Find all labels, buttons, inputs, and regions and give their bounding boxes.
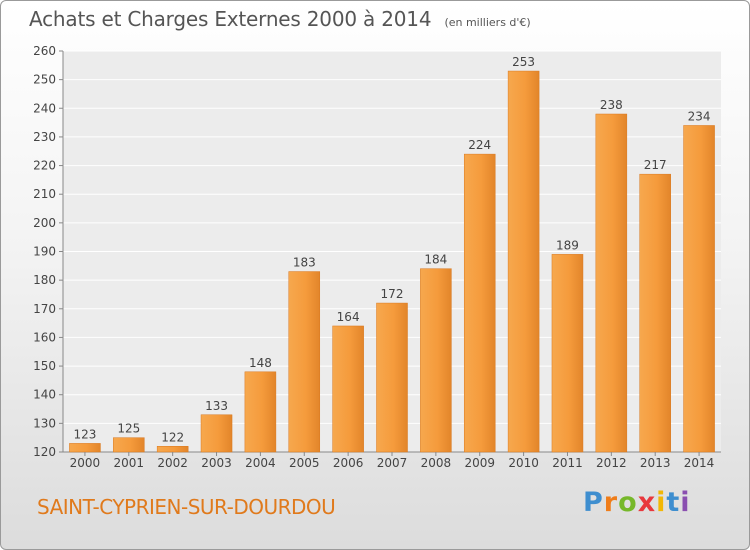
y-tick-label: 120	[33, 445, 56, 459]
x-tick-label: 2007	[377, 456, 408, 470]
chart-subtitle: (en milliers d'€)	[444, 16, 531, 29]
y-tick-label: 130	[33, 416, 56, 430]
y-tick-label: 210	[33, 187, 56, 201]
chart-title: Achats et Charges Externes 2000 à 2014	[29, 7, 432, 31]
bar-value-label: 183	[293, 256, 316, 270]
x-tick-label: 2011	[552, 456, 583, 470]
y-tick-label: 170	[33, 302, 56, 316]
bar-2010	[507, 70, 540, 453]
x-tick-label: 2003	[201, 456, 232, 470]
bar-value-label: 238	[600, 98, 623, 112]
bar-value-label: 122	[161, 430, 184, 444]
x-tick-label: 2010	[508, 456, 539, 470]
bar-2006	[332, 325, 364, 453]
logo-letter: r	[603, 487, 619, 518]
y-tick-label: 220	[33, 159, 56, 173]
bar-2011	[551, 254, 584, 453]
bar-2001	[113, 437, 145, 453]
logo-letter: x	[637, 487, 657, 518]
bar-chart: 120 130 140 150 160 170 180 190 200 210 220 230 240 2…	[33, 44, 721, 470]
y-tick-label: 200	[33, 216, 56, 230]
proxiti-logo: Proxiti	[583, 487, 691, 518]
logo-letter: i	[680, 487, 691, 518]
logo-letter: o	[618, 487, 638, 518]
bar-2008	[420, 268, 452, 453]
x-tick-label: 2013	[640, 456, 671, 470]
x-tick-label: 2002	[157, 456, 188, 470]
x-tick-label: 2000	[70, 456, 101, 470]
y-tick-label: 250	[33, 73, 56, 87]
y-tick-label: 240	[33, 101, 56, 115]
bar-value-label: 217	[644, 158, 667, 172]
x-tick-label: 2004	[245, 456, 276, 470]
y-tick-label: 150	[33, 359, 56, 373]
town-name: SAINT-CYPRIEN-SUR-DOURDOU	[37, 495, 336, 519]
bar-value-label: 189	[556, 238, 579, 252]
y-tick-label: 160	[33, 330, 56, 344]
bar-2005	[288, 271, 321, 453]
bar-2014	[683, 125, 715, 453]
bar-2013	[639, 173, 671, 453]
bar-value-label: 148	[249, 356, 272, 370]
bar-value-label: 172	[381, 287, 404, 301]
x-tick-label: 2012	[596, 456, 627, 470]
x-tick-label: 2014	[684, 456, 715, 470]
y-tick-label: 260	[33, 44, 56, 58]
x-tick-label: 2005	[289, 456, 320, 470]
x-tick-label: 2008	[421, 456, 452, 470]
logo-letter: t	[666, 487, 681, 518]
bar-2002	[156, 446, 189, 453]
bar-2000	[69, 443, 101, 453]
bar-value-label: 133	[205, 399, 228, 413]
bar-value-label: 184	[424, 253, 447, 267]
y-tick-label: 230	[33, 130, 56, 144]
bar-value-label: 234	[688, 109, 711, 123]
title-row: Achats et Charges Externes 2000 à 2014 (…	[29, 7, 531, 31]
bar-value-label: 224	[468, 138, 491, 152]
logo-letter: i	[656, 487, 667, 518]
bar-2009	[463, 153, 496, 453]
bar-2004	[244, 371, 277, 453]
x-tick-label: 2006	[333, 456, 364, 470]
bar-2007	[376, 302, 408, 453]
y-tick-label: 190	[33, 245, 56, 259]
bar-value-label: 253	[512, 55, 535, 69]
bar-value-label: 125	[117, 422, 140, 436]
bar-value-label: 164	[337, 310, 360, 324]
bar-value-label: 123	[73, 427, 96, 441]
x-tick-label: 2009	[464, 456, 495, 470]
x-tick-label: 2001	[114, 456, 145, 470]
y-tick-label: 180	[33, 273, 56, 287]
bar-2003	[200, 414, 233, 453]
logo-letter: P	[583, 487, 604, 518]
bar-2012	[595, 113, 628, 453]
y-tick-label: 140	[33, 388, 56, 402]
